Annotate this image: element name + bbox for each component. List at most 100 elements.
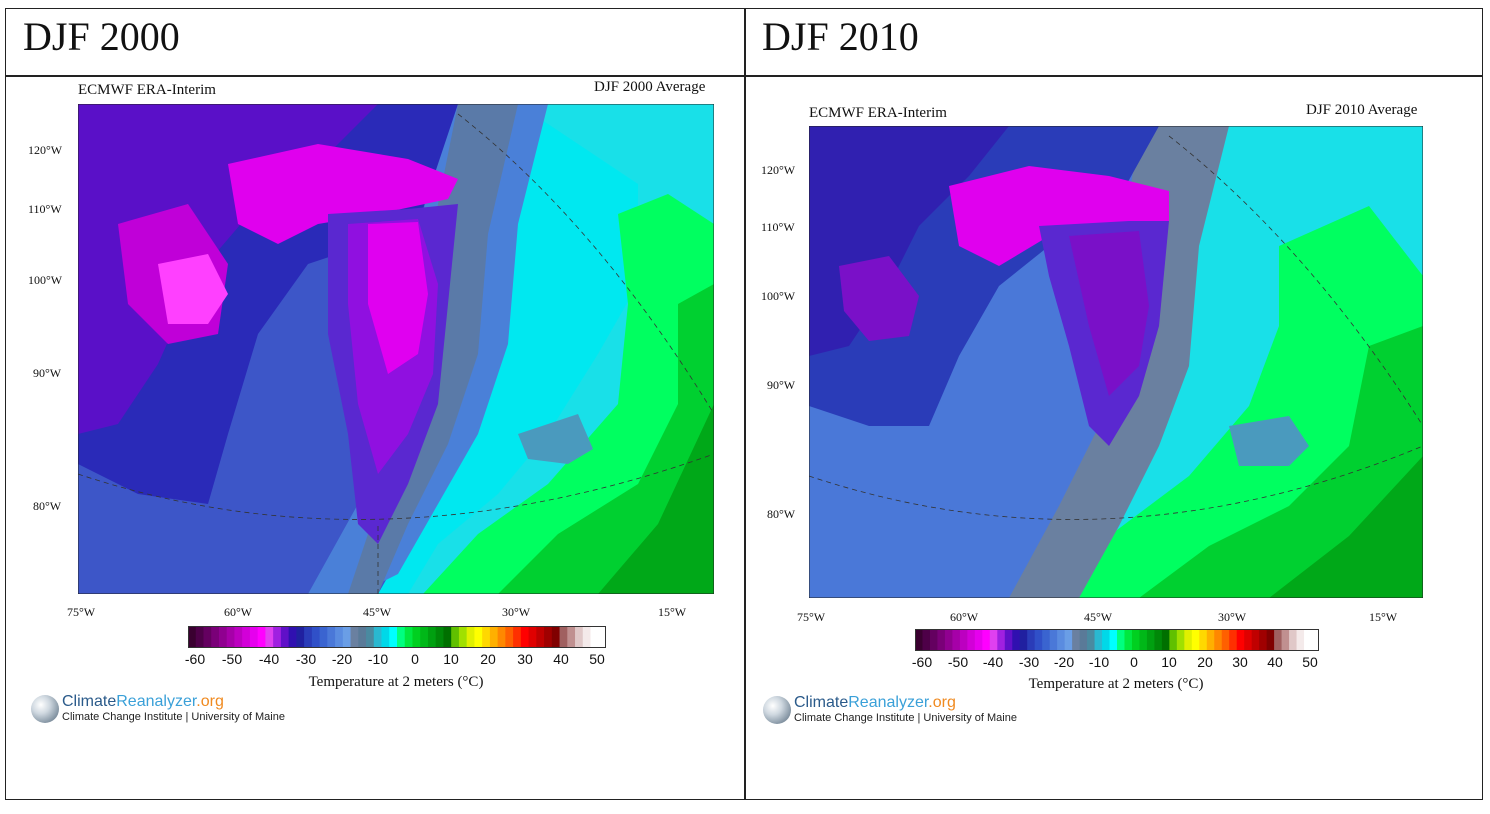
colorbar-border xyxy=(915,629,1319,651)
colorbar-swatch xyxy=(489,626,499,648)
colorbar-tick: -40 xyxy=(982,654,1004,670)
colorbar-swatch xyxy=(1139,629,1148,651)
colorbar-swatch xyxy=(1259,629,1268,651)
colorbar-swatch xyxy=(1244,629,1253,651)
colorbar xyxy=(915,629,1319,651)
colorbar-tick: -60 xyxy=(911,654,933,670)
colorbar-swatch xyxy=(997,629,1006,651)
map-period-title: DJF 2010 Average xyxy=(1306,102,1418,118)
colorbar-swatch xyxy=(427,626,437,648)
colorbar-tick: 20 xyxy=(480,651,496,667)
colorbar-swatch xyxy=(922,629,931,651)
lat-label: 90°W xyxy=(33,366,62,380)
colorbar-swatch xyxy=(203,626,212,648)
colorbar-swatch xyxy=(567,626,576,648)
colorbar-swatch xyxy=(296,626,305,648)
climate-reanalyzer-logo[interactable]: ClimateReanalyzer.org Climate Change Ins… xyxy=(763,694,1017,725)
colorbar-swatch xyxy=(1214,629,1223,651)
colorbar-swatch xyxy=(915,629,923,651)
colorbar-swatch xyxy=(1034,629,1043,651)
logo-org: .org xyxy=(928,694,956,711)
colorbar-swatch xyxy=(937,629,946,651)
colorbar-swatch xyxy=(1229,629,1238,651)
colorbar-swatch xyxy=(381,626,390,648)
colorbar-swatch xyxy=(373,626,383,648)
logo-org: .org xyxy=(196,693,224,710)
colorbar-tick: 10 xyxy=(443,651,459,667)
colorbar-swatch xyxy=(1087,629,1096,651)
colorbar-swatch xyxy=(195,626,204,648)
lat-label: 100°W xyxy=(28,273,63,287)
colorbar-swatch xyxy=(311,626,321,648)
map-source-title: ECMWF ERA-Interim xyxy=(78,82,216,98)
lon-label: 15°W xyxy=(657,605,687,619)
colorbar-label: Temperature at 2 meters (°C) xyxy=(308,674,484,690)
colorbar-tick: -10 xyxy=(1088,654,1110,670)
lon-label: 75°W xyxy=(66,605,96,619)
colorbar-swatch xyxy=(1019,629,1028,651)
colorbar-swatch xyxy=(1191,629,1200,651)
colorbar-tick: 0 xyxy=(1130,654,1138,670)
colorbar-tick: 30 xyxy=(1232,654,1248,670)
colorbar-swatch xyxy=(1124,629,1133,651)
colorbar-swatch xyxy=(1154,629,1163,651)
colorbar-tick: 40 xyxy=(1267,654,1283,670)
colorbar-swatch xyxy=(366,626,375,648)
climate-reanalyzer-logo[interactable]: ClimateReanalyzer.org Climate Change Ins… xyxy=(31,693,285,724)
lon-label: 45°W xyxy=(1083,610,1113,624)
colorbar-swatch xyxy=(982,629,991,651)
logo-subtitle: Climate Change Institute | University of… xyxy=(794,712,1017,724)
colorbar-tick: -60 xyxy=(184,651,206,667)
colorbar-tick: -10 xyxy=(367,651,389,667)
colorbar-swatch xyxy=(358,626,367,648)
colorbar-swatch xyxy=(350,626,359,648)
colorbar-swatch xyxy=(1027,629,1036,651)
logo-climate: Climate xyxy=(794,694,849,711)
colorbar-swatch xyxy=(265,626,274,648)
colorbar-swatch xyxy=(188,626,197,648)
colorbar-swatch xyxy=(218,626,228,648)
logo-reanalyzer: Reanalyzer xyxy=(848,694,929,711)
colorbar-swatch xyxy=(1117,629,1125,651)
lat-label: 80°W xyxy=(33,499,62,513)
logo-climate: Climate xyxy=(62,693,117,710)
colorbar-swatch xyxy=(974,629,983,651)
colorbar-swatch xyxy=(404,626,413,648)
colorbar-swatch xyxy=(1169,629,1178,651)
colorbar-swatch xyxy=(929,629,938,651)
colorbar-swatch xyxy=(944,629,953,651)
colorbar-tick: 20 xyxy=(1197,654,1213,670)
colorbar-swatch xyxy=(435,626,444,648)
colorbar-swatch xyxy=(342,626,352,648)
colorbar-swatch xyxy=(582,626,592,648)
colorbar-swatch xyxy=(1289,629,1298,651)
colorbar-swatch xyxy=(1146,629,1155,651)
lat-label: 80°W xyxy=(767,507,796,521)
colorbar-swatch xyxy=(280,626,290,648)
colorbar-tick: 30 xyxy=(517,651,533,667)
colorbar-swatch xyxy=(249,626,259,648)
logo-reanalyzer: Reanalyzer xyxy=(116,693,197,710)
column-divider xyxy=(744,9,746,799)
colorbar-swatch xyxy=(959,629,968,651)
colorbar-swatch xyxy=(1296,629,1305,651)
colorbar-swatch xyxy=(420,626,429,648)
colorbar-swatch xyxy=(474,626,483,648)
colorbar-swatch xyxy=(234,626,243,648)
colorbar-swatch xyxy=(1004,629,1013,651)
colorbar-swatch xyxy=(335,626,344,648)
colorbar-tick: 50 xyxy=(589,651,605,667)
colorbar-tick: -30 xyxy=(295,651,317,667)
colorbar-swatch xyxy=(1221,629,1230,651)
lat-label: 110°W xyxy=(761,220,795,234)
colorbar-swatch xyxy=(288,626,297,648)
colorbar-swatch xyxy=(1199,629,1208,651)
colorbar-border xyxy=(188,626,606,648)
colorbar-swatch xyxy=(327,626,336,648)
colorbar-swatch xyxy=(520,626,530,648)
colorbar-swatch xyxy=(273,626,282,648)
colorbar-swatch xyxy=(989,629,998,651)
colorbar-swatch xyxy=(458,626,468,648)
figure-table: DJF 2000 DJF 2010 xyxy=(5,8,1483,800)
colorbar-swatch xyxy=(536,626,545,648)
